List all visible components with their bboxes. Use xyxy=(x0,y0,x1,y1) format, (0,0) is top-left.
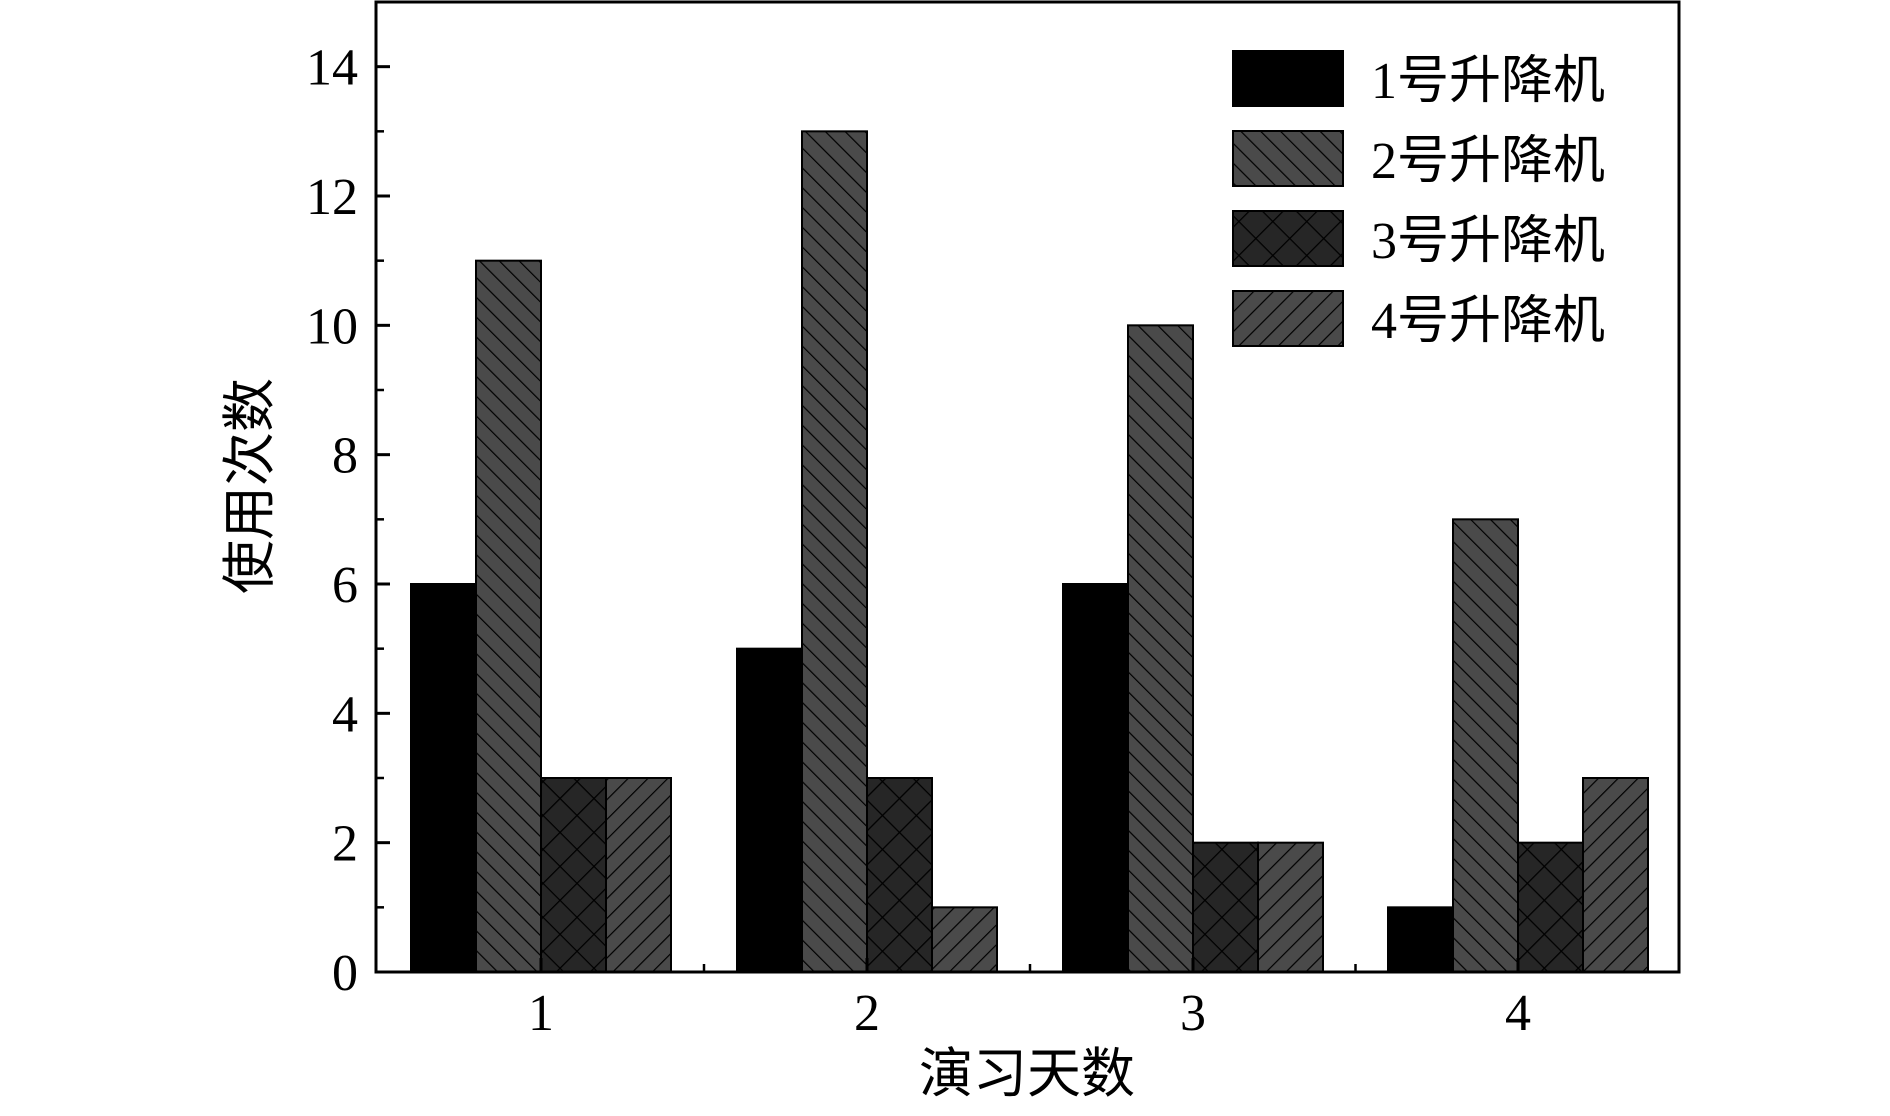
y-tick-label: 14 xyxy=(306,40,358,97)
x-axis-title: 演习天数 xyxy=(919,1044,1135,1104)
bar-series3-day2 xyxy=(866,777,933,973)
legend-swatch-series4 xyxy=(1232,290,1344,347)
plot-frame xyxy=(374,0,1681,974)
legend-swatch-series1 xyxy=(1232,50,1344,107)
bar-group xyxy=(410,130,1649,974)
legend-swatch-series3 xyxy=(1232,210,1344,267)
legend-swatch-series2 xyxy=(1232,130,1344,187)
bar-series1-day3 xyxy=(1062,583,1129,973)
legend-label-series3: 3号升降机 xyxy=(1371,213,1605,270)
x-tick-label: 2 xyxy=(854,985,880,1042)
legend: 1号升降机 2号升降机 3号升降机 4号升降机 xyxy=(1232,50,1605,350)
y-tick-label: 10 xyxy=(306,298,358,355)
x-tick-label: 4 xyxy=(1505,985,1531,1042)
x-tick-label: 3 xyxy=(1180,985,1206,1042)
y-tick-label: 4 xyxy=(332,686,358,743)
y-tick-label: 6 xyxy=(332,557,358,614)
bar-series2-day4 xyxy=(1452,518,1519,973)
bar-series1-day1 xyxy=(410,583,477,973)
legend-label-series1: 1号升降机 xyxy=(1371,53,1605,110)
legend-label-series4: 4号升降机 xyxy=(1371,293,1605,350)
bar-series4-day4 xyxy=(1582,777,1649,973)
y-tick-label: 8 xyxy=(332,428,358,485)
y-tick-label: 0 xyxy=(332,945,358,1002)
legend-label-series2: 2号升降机 xyxy=(1371,133,1605,190)
bar-series1-day4 xyxy=(1387,906,1454,973)
bar-series4-day1 xyxy=(605,777,672,973)
y-tick-label: 12 xyxy=(306,169,358,226)
bar-series2-day3 xyxy=(1127,324,1194,974)
bar-series3-day1 xyxy=(540,777,607,973)
bar-series2-day1 xyxy=(475,259,542,973)
bar-series3-day3 xyxy=(1192,841,1259,974)
y-axis-title: 使用次数 xyxy=(220,378,280,594)
y-tick-label: 2 xyxy=(332,816,358,873)
bar-series3-day4 xyxy=(1517,841,1584,974)
x-tick-label: 1 xyxy=(528,985,554,1042)
bar-series4-day3 xyxy=(1257,841,1324,974)
bar-series1-day2 xyxy=(736,647,803,974)
bar-series2-day2 xyxy=(801,130,868,974)
bar-series4-day2 xyxy=(931,906,998,973)
